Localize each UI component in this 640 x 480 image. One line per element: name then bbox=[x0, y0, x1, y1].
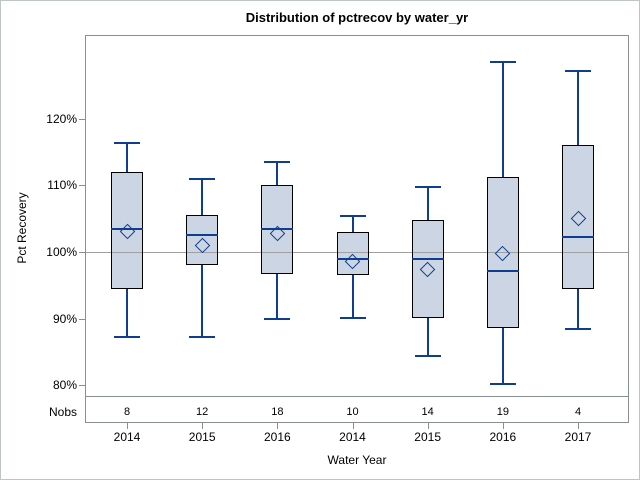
x-tick-label: 2015 bbox=[414, 430, 441, 444]
chart-title: Distribution of pctrecov by water_yr bbox=[245, 10, 469, 25]
x-tick-mark bbox=[202, 423, 203, 429]
plot-frame bbox=[85, 35, 629, 423]
whisker-cap-low bbox=[189, 336, 216, 339]
y-tick-mark bbox=[79, 185, 85, 186]
y-tick-mark bbox=[79, 319, 85, 320]
nobs-row-label: Nobs bbox=[48, 405, 77, 419]
nobs-value: 14 bbox=[421, 406, 434, 418]
x-tick-mark bbox=[503, 423, 504, 429]
whisker-cap-high bbox=[114, 142, 140, 145]
whisker-cap-low bbox=[339, 316, 366, 319]
box-rect-border bbox=[486, 176, 519, 328]
whisker-cap-high bbox=[565, 69, 591, 72]
whisker-cap-high bbox=[189, 178, 216, 181]
whisker-cap-low bbox=[565, 328, 591, 331]
box-median-line bbox=[111, 227, 143, 230]
box-rect-border bbox=[336, 231, 369, 276]
box-rect-border bbox=[562, 145, 594, 290]
box-rect-fill bbox=[336, 231, 369, 276]
nobs-value: 10 bbox=[346, 406, 359, 418]
box-median-line bbox=[486, 269, 519, 272]
y-tick-mark bbox=[79, 385, 85, 386]
whisker-cap-high bbox=[264, 161, 291, 164]
box-median-line bbox=[336, 257, 369, 260]
x-tick-label: 2014 bbox=[113, 430, 141, 444]
x-tick-mark bbox=[127, 423, 128, 429]
y-tick-label: 80% bbox=[52, 378, 77, 392]
x-axis-title: Water Year bbox=[327, 453, 387, 467]
nobs-value: 18 bbox=[271, 406, 284, 418]
box-rect-border bbox=[111, 172, 143, 289]
x-tick-mark bbox=[277, 423, 278, 429]
box-rect-border bbox=[411, 220, 444, 318]
x-tick-label: 2017 bbox=[564, 430, 592, 444]
reference-line-100pct bbox=[86, 252, 628, 253]
x-tick-label: 2016 bbox=[263, 430, 291, 444]
y-tick-label: 100% bbox=[46, 245, 77, 259]
box-median-line bbox=[261, 228, 294, 231]
y-tick-label: 110% bbox=[47, 178, 77, 192]
whisker-cap-low bbox=[414, 354, 441, 357]
nobs-value: 8 bbox=[123, 406, 131, 418]
box-rect-fill bbox=[562, 145, 594, 290]
nobs-value: 19 bbox=[496, 406, 509, 418]
whisker-cap-low bbox=[114, 336, 140, 339]
x-tick-label: 2015 bbox=[188, 430, 216, 444]
box-median-line bbox=[562, 235, 594, 238]
whisker-cap-high bbox=[414, 186, 441, 189]
whisker-cap-high bbox=[339, 215, 366, 218]
whisker-cap-high bbox=[489, 61, 516, 64]
x-tick-mark bbox=[578, 423, 579, 429]
x-tick-mark bbox=[428, 423, 429, 429]
box-median-line bbox=[411, 257, 444, 260]
whisker-cap-low bbox=[264, 317, 291, 320]
box-rect-fill bbox=[411, 220, 444, 318]
box-rect-fill bbox=[186, 214, 219, 266]
box-median-line bbox=[186, 234, 219, 237]
nobs-value: 4 bbox=[574, 406, 582, 418]
x-tick-mark bbox=[353, 423, 354, 429]
nobs-value: 12 bbox=[196, 406, 209, 418]
whisker-cap-low bbox=[489, 382, 516, 385]
x-tick-label: 2016 bbox=[489, 430, 517, 444]
box-rect-border bbox=[186, 214, 219, 266]
y-tick-label: 90% bbox=[52, 312, 77, 326]
y-tick-mark bbox=[79, 119, 85, 120]
nobs-separator-line bbox=[85, 396, 629, 397]
y-tick-mark bbox=[79, 252, 85, 253]
y-tick-label: 120% bbox=[46, 112, 77, 126]
x-tick-label: 2014 bbox=[339, 430, 366, 444]
box-rect-fill bbox=[111, 172, 143, 289]
